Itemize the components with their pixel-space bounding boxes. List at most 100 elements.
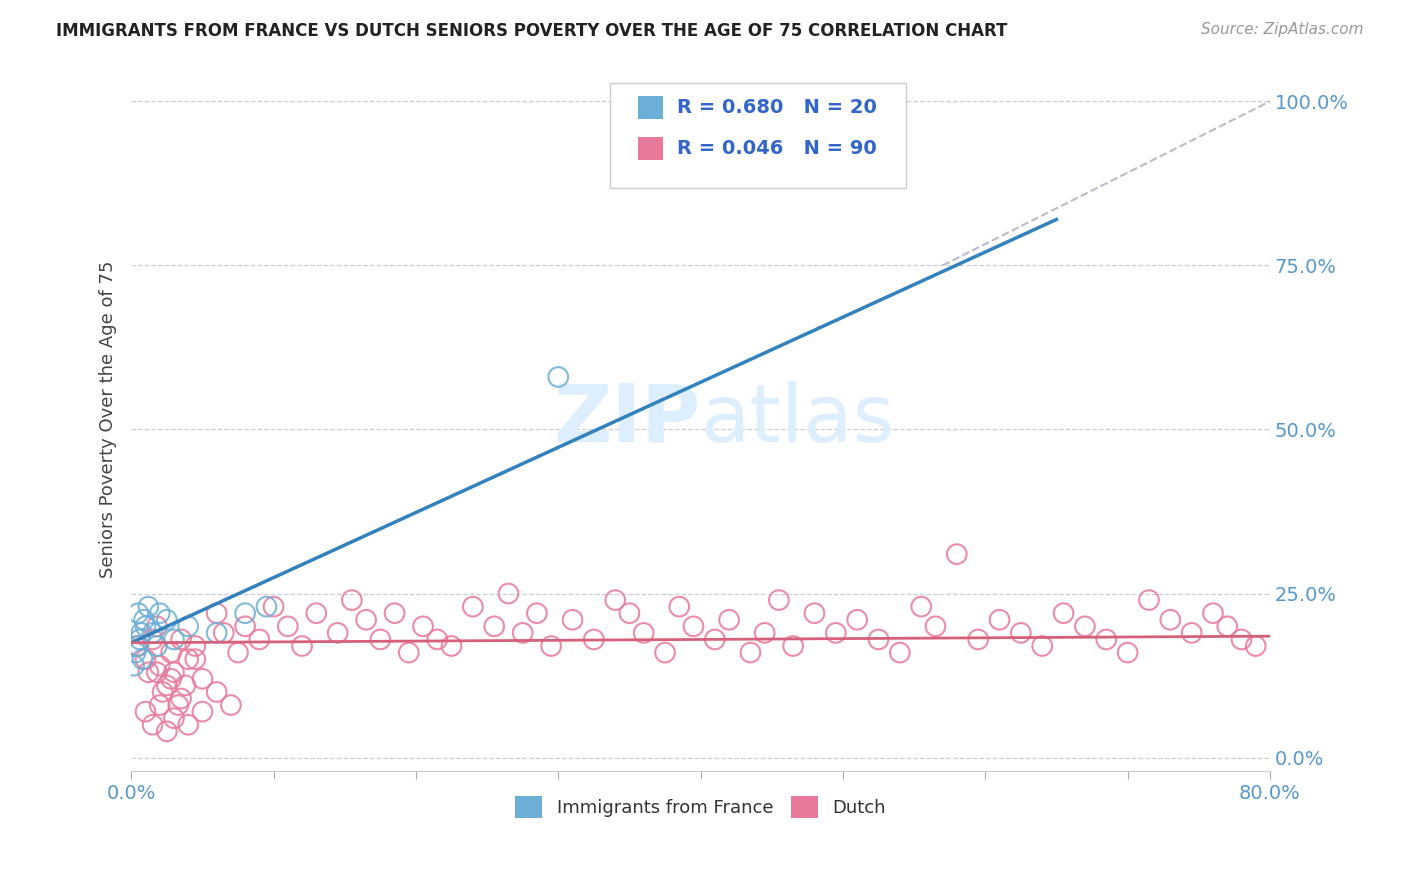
Point: [191, 705, 214, 719]
Point: [131, 652, 153, 666]
Legend: Immigrants from France, Dutch: Immigrants from France, Dutch: [508, 789, 893, 825]
Point: [174, 678, 197, 692]
Point: [146, 665, 169, 680]
Text: R = 0.680   N = 20: R = 0.680 N = 20: [676, 98, 876, 117]
Point: [124, 646, 146, 660]
Point: [132, 613, 155, 627]
Point: [354, 613, 377, 627]
Point: [134, 652, 156, 666]
Point: [1031, 639, 1053, 653]
Point: [1202, 606, 1225, 620]
Point: [740, 646, 762, 660]
Point: [512, 626, 534, 640]
Point: [163, 632, 186, 647]
Point: [129, 626, 152, 640]
Point: [824, 626, 846, 640]
Point: [146, 619, 169, 633]
Point: [1159, 613, 1181, 627]
Point: [205, 606, 228, 620]
Point: [170, 691, 193, 706]
Point: [547, 370, 569, 384]
Point: [924, 619, 946, 633]
Point: [149, 658, 172, 673]
Point: [212, 626, 235, 640]
Point: [226, 646, 249, 660]
Point: [177, 619, 200, 633]
Text: ZIP: ZIP: [554, 381, 700, 458]
Point: [326, 626, 349, 640]
Text: R = 0.046   N = 90: R = 0.046 N = 90: [676, 139, 876, 158]
Point: [291, 639, 314, 653]
Point: [156, 613, 179, 627]
Point: [219, 698, 242, 712]
Point: [127, 606, 149, 620]
Text: atlas: atlas: [700, 381, 896, 458]
Point: [184, 652, 207, 666]
Point: [461, 599, 484, 614]
Point: [1230, 632, 1253, 647]
Point: [277, 619, 299, 633]
Point: [233, 619, 256, 633]
Point: [426, 632, 449, 647]
Point: [498, 586, 520, 600]
Point: [846, 613, 869, 627]
Point: [156, 678, 179, 692]
Point: [967, 632, 990, 647]
Point: [142, 626, 165, 640]
Point: [782, 639, 804, 653]
Point: [136, 599, 159, 614]
Point: [149, 606, 172, 620]
Text: Source: ZipAtlas.com: Source: ZipAtlas.com: [1201, 22, 1364, 37]
Point: [256, 599, 278, 614]
Point: [184, 639, 207, 653]
Point: [305, 606, 328, 620]
Point: [134, 619, 156, 633]
Point: [682, 619, 704, 633]
Y-axis label: Seniors Poverty Over the Age of 75: Seniors Poverty Over the Age of 75: [100, 260, 117, 578]
Point: [1010, 626, 1032, 640]
Point: [136, 665, 159, 680]
Bar: [638, 136, 664, 160]
Point: [247, 632, 270, 647]
Point: [1137, 593, 1160, 607]
Point: [988, 613, 1011, 627]
Point: [398, 646, 420, 660]
Point: [142, 632, 165, 647]
Point: [1074, 619, 1097, 633]
Point: [703, 632, 725, 647]
Point: [205, 685, 228, 699]
Point: [146, 639, 169, 653]
Point: [605, 593, 627, 607]
Point: [668, 599, 690, 614]
Point: [1216, 619, 1239, 633]
Point: [1181, 626, 1204, 640]
Point: [754, 626, 776, 640]
Point: [156, 724, 179, 739]
Point: [582, 632, 605, 647]
Point: [1244, 639, 1267, 653]
Point: [149, 698, 172, 712]
Point: [370, 632, 392, 647]
Point: [263, 599, 285, 614]
Point: [177, 718, 200, 732]
Point: [142, 718, 165, 732]
Point: [910, 599, 932, 614]
Point: [152, 685, 174, 699]
Point: [160, 646, 183, 660]
Point: [384, 606, 406, 620]
Point: [125, 639, 148, 653]
Point: [484, 619, 506, 633]
Point: [1116, 646, 1139, 660]
Point: [868, 632, 890, 647]
Point: [1052, 606, 1074, 620]
Point: [160, 672, 183, 686]
Point: [134, 705, 156, 719]
Point: [205, 626, 228, 640]
Point: [718, 613, 741, 627]
Point: [127, 639, 149, 653]
Point: [1095, 632, 1118, 647]
Point: [191, 672, 214, 686]
Point: [540, 639, 562, 653]
Point: [619, 606, 641, 620]
Point: [946, 547, 969, 561]
